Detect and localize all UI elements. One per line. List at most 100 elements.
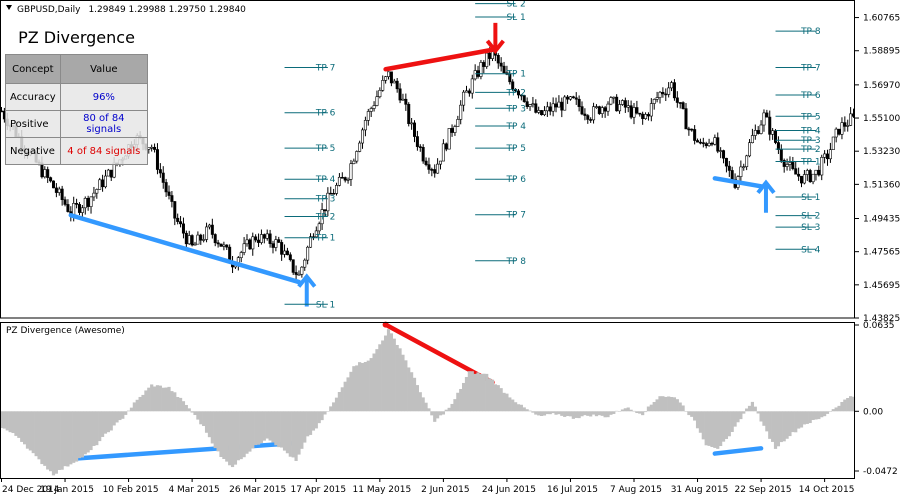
oscillator-bar bbox=[436, 411, 440, 419]
candle-body bbox=[779, 149, 783, 161]
candle-body bbox=[690, 128, 694, 131]
candle-body bbox=[98, 179, 102, 190]
oscillator-bar bbox=[358, 362, 362, 412]
candle-body bbox=[511, 81, 515, 90]
candle-body bbox=[63, 199, 67, 205]
oscillator-bar bbox=[100, 411, 105, 437]
sell-arrow-icon bbox=[485, 22, 505, 55]
oscillator-bar bbox=[389, 333, 393, 412]
oscillator-bar bbox=[843, 399, 847, 412]
candle-body bbox=[366, 111, 370, 121]
bearish-divergence-line bbox=[383, 47, 495, 72]
price-axis-label: 1.55100 bbox=[863, 114, 900, 124]
candle-body bbox=[615, 96, 619, 112]
oscillator-bar bbox=[661, 396, 665, 412]
stats-header-row: Concept Value bbox=[5, 54, 149, 84]
candle-body bbox=[817, 169, 821, 176]
oscillator-bar bbox=[490, 379, 495, 412]
oscillator-bar bbox=[629, 409, 633, 412]
price-axis-label: 1.49435 bbox=[863, 215, 900, 225]
oscillator-bar bbox=[297, 411, 301, 455]
level-label: TP 1 bbox=[505, 70, 526, 80]
oscillator-bar bbox=[667, 396, 671, 412]
candle-body bbox=[701, 142, 705, 144]
candle-body bbox=[413, 122, 417, 137]
candle-body bbox=[86, 198, 90, 207]
level-label: TP 6 bbox=[800, 91, 821, 101]
oscillator-axis-label: 0.00 bbox=[863, 407, 883, 417]
level-label: TP 5 bbox=[800, 112, 821, 122]
candle-body bbox=[566, 96, 570, 100]
candle-body bbox=[753, 130, 757, 136]
candle-body bbox=[187, 235, 191, 245]
candle-body bbox=[586, 115, 590, 120]
oscillator-bar bbox=[121, 411, 125, 419]
candle-body bbox=[193, 243, 197, 246]
candle-body bbox=[300, 266, 304, 275]
oscillator-bar bbox=[95, 411, 99, 446]
candle-body bbox=[329, 192, 333, 195]
oscillator-bar bbox=[320, 411, 324, 421]
oscillator-bar bbox=[86, 411, 90, 453]
candle-body bbox=[309, 236, 313, 248]
oscillator-bar bbox=[551, 411, 555, 414]
oscillator-bar bbox=[516, 404, 521, 412]
candle-body bbox=[722, 150, 726, 159]
candle-body bbox=[670, 82, 674, 89]
oscillator-bar bbox=[401, 354, 405, 412]
time-axis-label: 14 Oct 2015 bbox=[799, 485, 855, 495]
oscillator-bar bbox=[600, 411, 604, 416]
candlestick-series bbox=[0, 44, 855, 281]
time-axis-label: 2 Jun 2015 bbox=[421, 485, 469, 495]
oscillator-bar bbox=[565, 411, 570, 417]
candle-body bbox=[808, 170, 812, 183]
oscillator-bar bbox=[57, 411, 61, 470]
oscillator-bar bbox=[721, 411, 726, 442]
oscillator-bar bbox=[381, 340, 385, 412]
price-axis-label: 1.53230 bbox=[863, 147, 900, 157]
candle-body bbox=[467, 90, 471, 94]
time-axis-label: 11 May 2015 bbox=[353, 485, 412, 495]
candle-body bbox=[693, 129, 697, 141]
candle-body bbox=[427, 164, 431, 170]
oscillator-bar bbox=[132, 402, 136, 412]
candle-body bbox=[40, 162, 44, 178]
candle-body bbox=[291, 259, 295, 273]
candle-body bbox=[51, 180, 55, 189]
candle-body bbox=[410, 122, 414, 125]
oscillator-bar bbox=[31, 411, 35, 454]
time-axis-label: 10 Feb 2015 bbox=[103, 485, 159, 495]
oscillator-bar bbox=[450, 403, 454, 412]
candle-body bbox=[283, 250, 287, 255]
level-label: TP 8 bbox=[800, 27, 821, 37]
oscillator-bar bbox=[222, 411, 226, 460]
oscillator-bar bbox=[846, 397, 850, 412]
candle-body bbox=[664, 93, 668, 96]
candle-body bbox=[496, 54, 500, 64]
candle-body bbox=[207, 224, 211, 228]
oscillator-bar bbox=[337, 391, 342, 412]
oscillator-bar bbox=[837, 405, 841, 412]
candle-body bbox=[418, 146, 422, 148]
candle-body bbox=[531, 103, 535, 106]
oscillator-bar bbox=[178, 397, 183, 412]
time-axis-label: 24 Dec 2014 bbox=[2, 485, 60, 495]
oscillator-bar bbox=[378, 344, 382, 412]
candle-body bbox=[274, 239, 278, 248]
oscillator-bar bbox=[698, 411, 703, 433]
candle-body bbox=[540, 110, 544, 116]
level-label: TP 5 bbox=[315, 144, 336, 154]
oscillator-bar bbox=[34, 411, 38, 457]
oscillator-bar bbox=[323, 411, 327, 415]
candle-body bbox=[756, 130, 760, 134]
oscillator-bar bbox=[583, 411, 587, 416]
oscillator-bar bbox=[314, 411, 318, 429]
candle-body bbox=[225, 244, 229, 248]
oscillator-bar bbox=[493, 384, 497, 412]
oscillator-bar bbox=[369, 358, 373, 412]
oscillator-bar bbox=[840, 401, 844, 412]
oscillator-bar bbox=[115, 411, 119, 423]
oscillator-bar bbox=[176, 396, 180, 412]
oscillator-bar bbox=[603, 411, 607, 418]
